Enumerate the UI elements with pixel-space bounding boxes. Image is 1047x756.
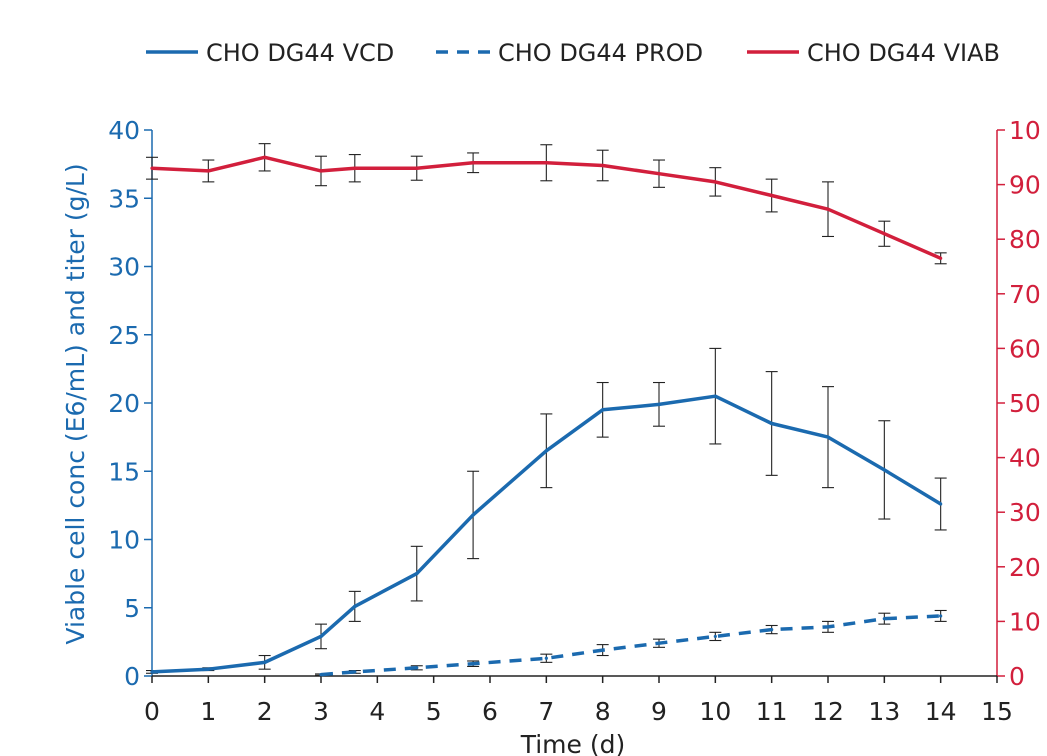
- x-tick-label: 5: [426, 697, 442, 726]
- data-point: [319, 673, 323, 677]
- series-layer: [146, 143, 947, 677]
- x-tick-label: 14: [925, 697, 957, 726]
- x-tick-label: 3: [313, 697, 329, 726]
- legend-label: CHO DG44 VCD: [206, 39, 394, 67]
- series-line: [320, 614, 941, 677]
- series-cho-dg44-prod: [315, 609, 947, 677]
- data-point: [601, 648, 605, 652]
- y-right-tick-label: 50: [1009, 389, 1041, 418]
- y-left-tick-label: 5: [124, 594, 140, 623]
- data-point: [601, 163, 605, 168]
- data-point: [826, 625, 830, 629]
- y-right-tick-label: 70: [1009, 280, 1041, 309]
- series-cho-dg44-viab: [146, 143, 947, 265]
- data-point: [471, 513, 475, 517]
- x-tick-label: 2: [257, 697, 273, 726]
- x-tick-label: 9: [651, 697, 667, 726]
- y-left-tick-label: 35: [108, 184, 140, 213]
- y-right-tick-label: 60: [1009, 334, 1041, 363]
- y-right-tick-label: 90: [1009, 171, 1041, 200]
- x-tick-label: 1: [200, 697, 216, 726]
- y-right-tick-label: 30: [1009, 498, 1041, 527]
- x-tick-label: 10: [699, 697, 731, 726]
- x-tick-label: 7: [538, 697, 554, 726]
- data-point: [770, 421, 774, 426]
- x-tick-label: 15: [981, 697, 1013, 726]
- y-left-tick-label: 10: [108, 526, 140, 555]
- data-point: [206, 667, 210, 671]
- data-point: [415, 572, 419, 576]
- y-right-tick-label: 80: [1009, 225, 1041, 254]
- x-tick-label: 11: [756, 697, 788, 726]
- legend-label: CHO DG44 PROD: [498, 39, 703, 67]
- data-point: [713, 634, 717, 639]
- data-point: [319, 169, 323, 173]
- data-point: [353, 166, 357, 170]
- series-cho-dg44-vcd: [146, 347, 947, 674]
- data-point: [471, 662, 475, 666]
- data-point: [939, 502, 943, 506]
- data-point: [770, 627, 774, 632]
- data-point: [657, 172, 661, 176]
- data-point: [150, 670, 154, 674]
- y-right-tick-label: 10: [1009, 116, 1041, 145]
- legend-item: CHO DG44 PROD: [436, 39, 703, 67]
- x-tick-label: 12: [812, 697, 844, 726]
- data-point: [882, 617, 886, 621]
- data-point: [353, 670, 357, 674]
- x-tick-label: 8: [595, 697, 611, 726]
- data-point: [882, 232, 886, 236]
- data-point: [826, 207, 830, 211]
- x-tick-label: 4: [369, 697, 385, 726]
- data-point: [353, 604, 357, 608]
- legend-label: CHO DG44 VIAB: [807, 39, 1000, 67]
- y-left-tick-label: 0: [124, 662, 140, 691]
- y-left-tick-label: 30: [108, 253, 140, 282]
- data-point: [206, 169, 210, 173]
- y-right-tick-label: 20: [1009, 553, 1041, 582]
- data-point: [713, 180, 717, 184]
- x-tick-label: 0: [144, 697, 160, 726]
- x-axis-label: Time (d): [520, 730, 626, 756]
- y-left-tick-label: 25: [108, 321, 140, 350]
- data-point: [826, 435, 830, 439]
- data-point: [263, 155, 267, 159]
- x-tick-label: 6: [482, 697, 498, 726]
- data-point: [415, 166, 419, 170]
- data-point: [657, 641, 661, 645]
- legend-item: CHO DG44 VIAB: [747, 39, 1000, 67]
- data-point: [770, 193, 774, 198]
- data-point: [544, 656, 548, 660]
- data-point: [882, 468, 886, 472]
- data-point: [657, 402, 661, 406]
- data-point: [713, 394, 717, 398]
- data-point: [544, 161, 548, 165]
- data-point: [471, 161, 475, 165]
- y-right-tick-label: 0: [1009, 662, 1025, 691]
- y-left-tick-label: 20: [108, 389, 140, 418]
- y-right-tick-label: 40: [1009, 444, 1041, 473]
- data-point: [150, 166, 154, 170]
- y-right-tick-label: 10: [1009, 607, 1041, 636]
- x-tick-label: 13: [868, 697, 900, 726]
- y-left-tick-label: 15: [108, 457, 140, 486]
- y-axis-left-label: Viable cell conc (E6/mL) and titer (g/L): [61, 163, 90, 644]
- data-point: [939, 256, 943, 260]
- data-point: [415, 666, 419, 670]
- data-point: [939, 614, 943, 618]
- data-point: [601, 408, 605, 412]
- data-point: [544, 449, 548, 453]
- y-left-tick-label: 40: [108, 116, 140, 145]
- legend: CHO DG44 VCD CHO DG44 PROD CHO DG44 VIAB: [146, 39, 1000, 67]
- data-point: [263, 660, 267, 664]
- data-point: [319, 634, 323, 639]
- legend-item: CHO DG44 VCD: [146, 39, 394, 67]
